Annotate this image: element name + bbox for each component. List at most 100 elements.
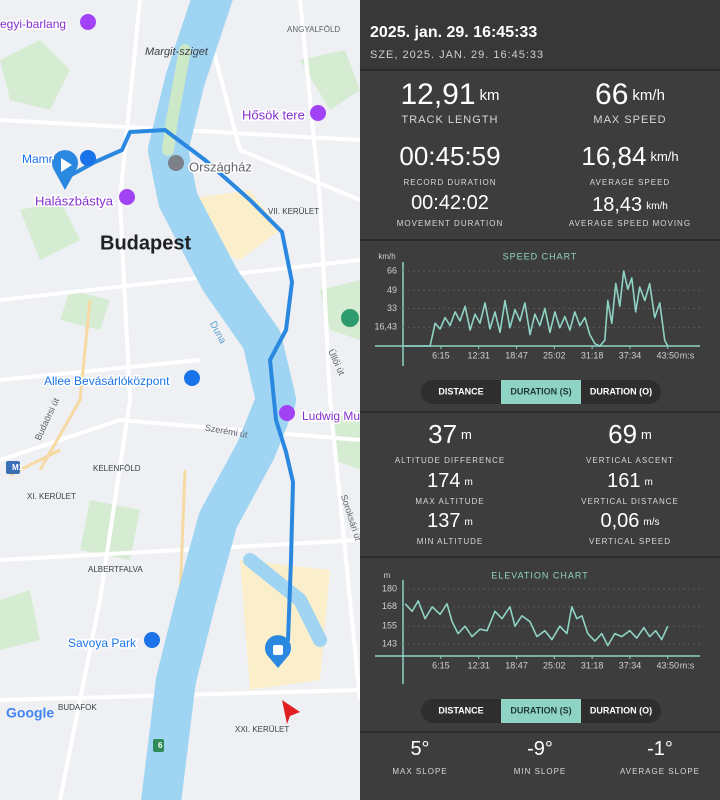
- x-tick-label: 12:31: [467, 350, 490, 360]
- x-tick-label: 18:47: [505, 660, 528, 670]
- map-label: XXI. KERÜLET: [235, 725, 289, 734]
- stat-label: MOVEMENT DURATION: [397, 219, 503, 228]
- x-tick-label: 37:34: [619, 350, 642, 360]
- map-label: egyi-barlang: [0, 17, 66, 31]
- route-start-marker[interactable]: [52, 150, 78, 190]
- map-label: Hősök tere: [242, 107, 305, 122]
- stat-label: MAX SPEED: [593, 114, 666, 126]
- x-tick-label: 43:50: [657, 350, 680, 360]
- tab-button[interactable]: DURATION (O): [590, 705, 652, 715]
- header-background: [360, 0, 720, 70]
- y-tick-label: 33: [387, 303, 397, 313]
- map-label: Savoya Park: [68, 636, 137, 650]
- x-tick-label: 12:31: [467, 660, 490, 670]
- x-tick-label: 18:47: [505, 350, 528, 360]
- stat-unit: m: [465, 477, 473, 488]
- y-tick-label: 155: [382, 621, 397, 631]
- location-arrow: [282, 700, 300, 724]
- map-label: 6: [158, 741, 163, 750]
- stat-label: MIN SLOPE: [514, 767, 567, 776]
- stat-unit: m: [465, 517, 473, 528]
- stat-number: 37: [428, 419, 457, 449]
- map[interactable]: egyi-barlang ANGYALFÖLD Margit-sziget Hősök…: [0, 0, 363, 800]
- x-tick-label: 25:02: [543, 350, 566, 360]
- stat-value: 12,91 km: [400, 78, 499, 111]
- stat-label: MIN ALTITUDE: [417, 537, 484, 546]
- stat-value: 174 m: [427, 470, 473, 492]
- poi-icons[interactable]: [80, 14, 359, 648]
- stat-number: 69: [608, 419, 637, 449]
- stat-number: 18,43: [592, 194, 642, 216]
- stat-label: VERTICAL SPEED: [589, 537, 671, 546]
- chart-line: [405, 270, 669, 347]
- x-tick-label: 6:15: [432, 350, 450, 360]
- map-label: M1: [12, 463, 24, 472]
- y-tick-label: 49: [387, 285, 397, 295]
- header-subtitle: SZE, 2025. JAN. 29. 16:45:33: [370, 49, 544, 61]
- y-tick-label: 180: [382, 583, 397, 593]
- tab-button[interactable]: DURATION (S): [510, 705, 571, 715]
- chart-title: SPEED CHART: [503, 251, 578, 261]
- map-label: XI. KERÜLET: [27, 492, 76, 501]
- y-unit: km/h: [378, 252, 395, 261]
- island: [162, 44, 191, 156]
- stat-label: RECORD DURATION: [403, 178, 496, 187]
- stat-number: -1°: [647, 738, 673, 760]
- stat-value: 5°: [410, 738, 429, 760]
- stat-number: 161: [607, 470, 640, 492]
- tab-button[interactable]: DURATION (O): [590, 386, 652, 396]
- stat-label: ALTITUDE DIFFERENCE: [395, 456, 505, 465]
- stat-number: 0,06: [600, 510, 639, 532]
- y-unit: m: [384, 571, 391, 580]
- y-tick-label: 66: [387, 265, 397, 275]
- route-end-marker[interactable]: [265, 635, 292, 668]
- x-unit: m:s: [680, 350, 695, 360]
- tab-button[interactable]: DISTANCE: [438, 705, 483, 715]
- chart-line: [404, 600, 669, 647]
- map-label: VII. KERÜLET: [268, 207, 319, 216]
- stat-value: 69 m: [608, 419, 652, 449]
- stat-number: 16,84: [581, 141, 646, 171]
- stat-value: 161 m: [607, 470, 653, 492]
- stat-value: -1°: [647, 738, 673, 760]
- x-unit: m:s: [680, 660, 695, 670]
- stat-value: 00:45:59: [399, 141, 500, 171]
- stat-unit: m: [461, 427, 472, 442]
- header-title: 2025. jan. 29. 16:45:33: [370, 24, 537, 41]
- stat-number: 00:42:02: [411, 192, 489, 214]
- stat-number: 12,91: [400, 78, 475, 111]
- chart-title: ELEVATION CHART: [491, 570, 589, 580]
- stat-value: 137 m: [427, 510, 473, 532]
- tab-button[interactable]: DURATION (S): [510, 386, 571, 396]
- stat-unit: m: [645, 477, 653, 488]
- stat-label: AVERAGE SPEED MOVING: [569, 219, 691, 228]
- stat-unit: m/s: [643, 517, 659, 528]
- tab-selected[interactable]: [501, 699, 581, 723]
- map-label: BUDAFOK: [58, 703, 97, 712]
- tab-selected[interactable]: [501, 380, 581, 404]
- road-badge: [153, 739, 164, 752]
- y-tick-label: 16,43: [374, 322, 397, 332]
- stat-label: MAX ALTITUDE: [415, 497, 484, 506]
- map-label: Halászbástya: [35, 193, 114, 208]
- y-tick-label: 168: [382, 601, 397, 611]
- stat-number: -9°: [527, 738, 553, 760]
- stat-number: 5°: [410, 738, 429, 760]
- map-label: ANGYALFÖLD: [287, 25, 340, 34]
- tab-button[interactable]: DISTANCE: [438, 386, 483, 396]
- stat-number: 174: [427, 470, 460, 492]
- stat-number: 66: [595, 78, 628, 111]
- x-tick-label: 25:02: [543, 660, 566, 670]
- stat-unit: km/h: [632, 87, 665, 104]
- stat-unit: m: [641, 427, 652, 442]
- stat-number: 00:45:59: [399, 141, 500, 171]
- stat-label: VERTICAL DISTANCE: [581, 497, 679, 506]
- stat-unit: km: [480, 87, 500, 104]
- x-tick-label: 31:18: [581, 660, 604, 670]
- map-label: Google: [6, 705, 54, 721]
- stat-label: TRACK LENGTH: [402, 114, 499, 126]
- stat-unit: km/h: [650, 149, 678, 164]
- stat-value: 18,43 km/h: [592, 194, 668, 216]
- map-label: Margit-sziget: [145, 46, 209, 58]
